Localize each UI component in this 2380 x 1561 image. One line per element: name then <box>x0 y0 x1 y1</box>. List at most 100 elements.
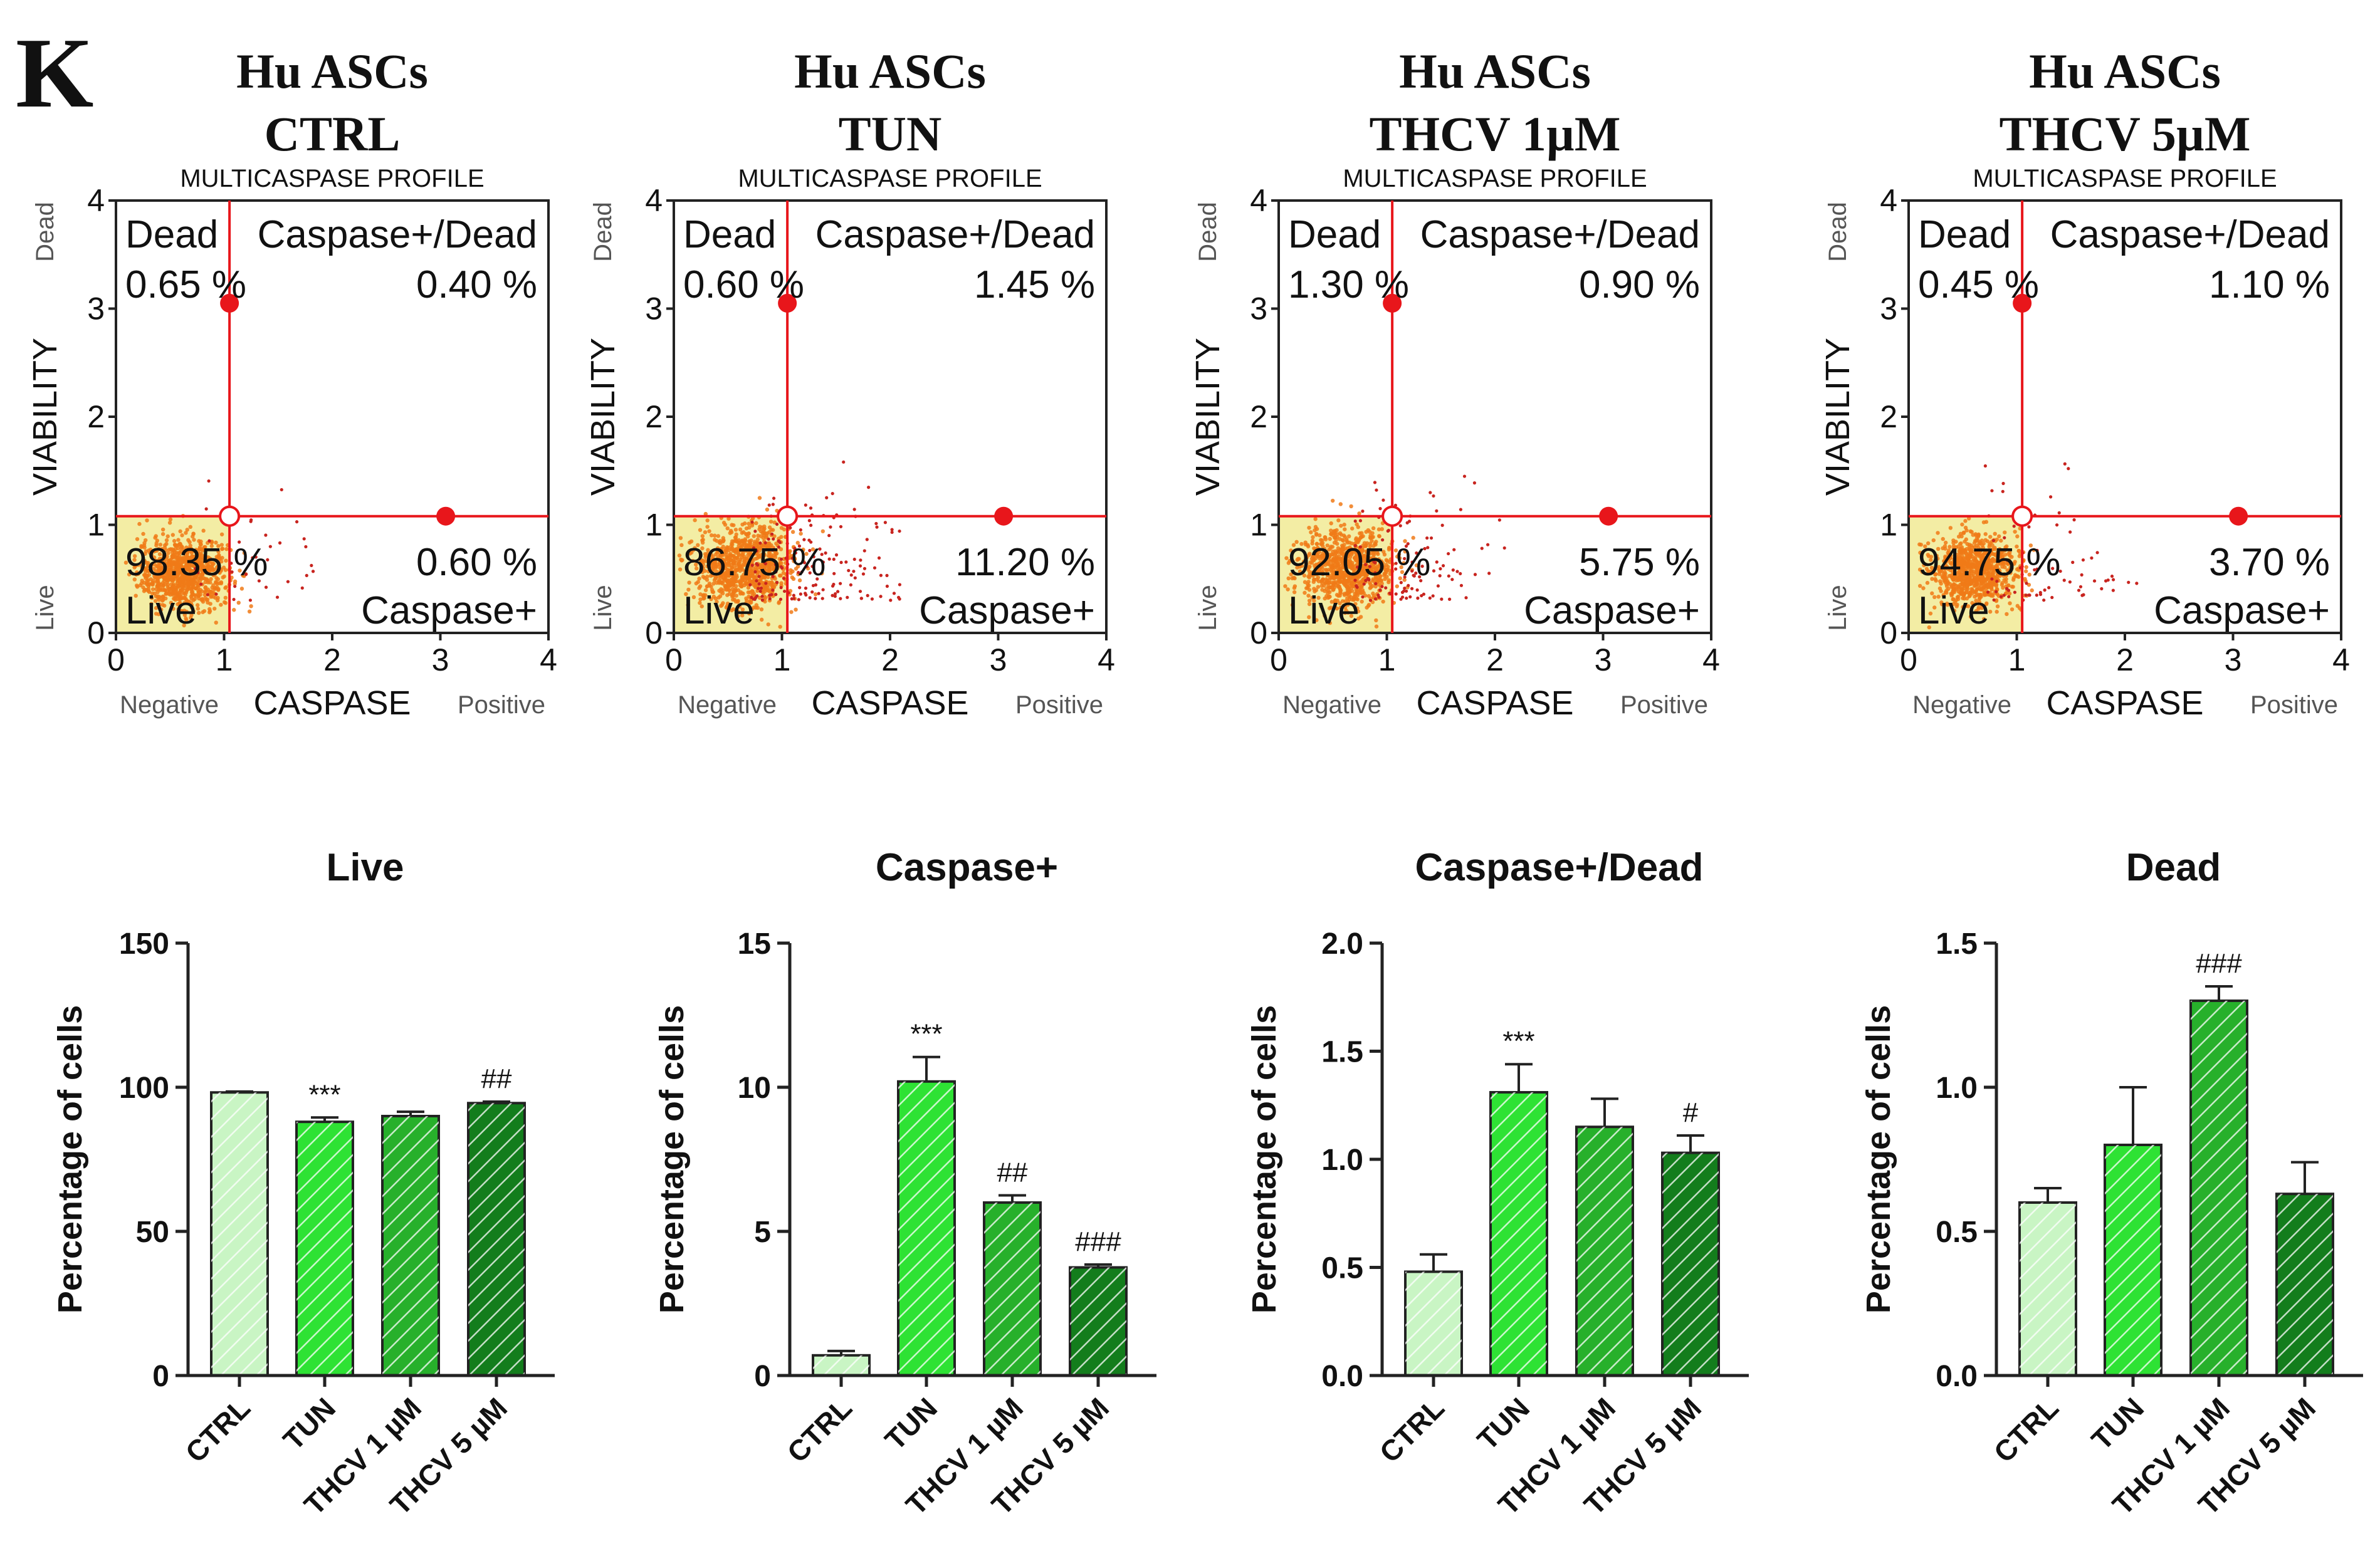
scatter-event <box>852 557 856 561</box>
cell-event <box>794 607 798 612</box>
cell-event <box>1411 536 1415 540</box>
cell-event <box>203 554 208 558</box>
scatter-event <box>268 545 272 548</box>
significance-label: *** <box>308 1079 340 1110</box>
quadrant-live-label: Live <box>1288 589 1360 632</box>
y-tick-label: 2 <box>1250 399 1267 434</box>
cell-event <box>1357 511 1361 516</box>
bar-hatch <box>1491 1092 1547 1376</box>
cell-event <box>1374 624 1379 629</box>
scatter-event <box>772 496 776 500</box>
bar-hatch <box>1405 1271 1462 1376</box>
cell-event <box>189 570 194 575</box>
quadrant-dead-value: 0.45 % <box>1918 263 2039 306</box>
y-tick-label: 0 <box>1880 615 1897 650</box>
y-tick-label: 4 <box>645 183 663 218</box>
cell-event <box>204 577 209 582</box>
gate-handle-right <box>436 506 456 526</box>
quadrant-caspase-value: 11.20 % <box>955 541 1095 584</box>
x-tick-label: 1 <box>1378 642 1396 677</box>
cell-event <box>1283 584 1287 588</box>
cell-event <box>705 525 710 529</box>
scatter-event <box>2057 511 2061 514</box>
scatter-event <box>1435 560 1439 564</box>
cell-event <box>1983 532 1988 536</box>
quadrant-live-value: 86.75 % <box>683 541 826 584</box>
cell-event <box>199 560 204 565</box>
scatter-event <box>2111 588 2115 592</box>
scatter-event <box>1999 595 2003 598</box>
plot-title-line1: Hu ASCs <box>236 44 428 98</box>
cell-event <box>1311 535 1315 540</box>
bar-hatch <box>898 1081 955 1376</box>
y-tick-label: 1 <box>1250 508 1267 543</box>
chart-title: Caspase+/Dead <box>1415 846 1703 889</box>
cell-event <box>177 553 182 558</box>
y-tick-label: 15 <box>738 927 771 961</box>
scatter-event <box>858 564 862 568</box>
cell-event <box>219 532 224 536</box>
scatter-event <box>2067 467 2070 471</box>
scatter-event <box>2077 588 2081 592</box>
cell-event <box>207 610 212 615</box>
cell-event <box>191 558 196 563</box>
scatter-event <box>1378 507 1382 511</box>
scatter-event <box>2003 536 2006 540</box>
cell-event <box>754 521 758 526</box>
quadrant-live-value: 94.75 % <box>1918 541 2061 584</box>
cell-event <box>790 530 795 535</box>
cell-event <box>145 582 149 587</box>
cell-event <box>214 565 219 570</box>
scatter-event <box>870 597 874 601</box>
scatter-event <box>2071 560 2075 564</box>
y-tick-label: 5 <box>754 1216 771 1249</box>
cell-event <box>154 534 158 538</box>
cell-event <box>1309 530 1313 535</box>
cell-event <box>165 583 170 587</box>
cell-event <box>1358 535 1363 540</box>
cell-event <box>747 521 751 526</box>
cell-event <box>142 566 146 572</box>
scatter-event <box>295 520 299 524</box>
cell-event <box>159 560 163 565</box>
scatter-event <box>832 582 836 587</box>
scatter-event <box>770 593 773 597</box>
cell-event <box>194 550 198 555</box>
cell-event <box>173 543 177 547</box>
cell-event <box>1333 529 1338 533</box>
scatter-event <box>789 526 792 530</box>
significance-label: # <box>1683 1097 1699 1128</box>
scatter-event <box>2047 586 2051 590</box>
cell-event <box>209 593 214 598</box>
x-axis-negative-label: Negative <box>1282 691 1381 719</box>
scatter-event <box>2068 580 2072 584</box>
cell-event <box>1355 522 1359 526</box>
scatter-event <box>849 583 852 587</box>
cell-event <box>191 554 195 559</box>
cell-event <box>154 612 159 616</box>
scatter-event <box>1502 546 1506 550</box>
cell-event <box>1313 517 1318 521</box>
cell-event <box>132 558 137 562</box>
cell-event <box>150 587 155 592</box>
cell-event <box>197 610 201 615</box>
y-tick-label: 2 <box>645 399 663 434</box>
scatter-event <box>898 597 901 601</box>
y-tick-label: 0.0 <box>1936 1360 1978 1393</box>
cell-event <box>152 566 156 571</box>
y-axis-dead-label: Dead <box>31 202 59 262</box>
scatter-event <box>1407 519 1412 523</box>
scatter-event <box>859 558 862 562</box>
scatter-event <box>1459 572 1462 576</box>
y-axis-live-label: Live <box>1194 585 1222 630</box>
scatter-event <box>1435 509 1439 513</box>
x-axis-label: CASPASE <box>253 684 411 722</box>
cell-event <box>168 559 172 563</box>
chart-title: Live <box>326 846 404 889</box>
scatter-event <box>311 570 315 573</box>
y-axis-label: Percentage of cells <box>653 1005 691 1313</box>
cell-event <box>156 574 160 578</box>
cell-event <box>206 600 210 605</box>
cell-event <box>160 527 165 532</box>
cell-event <box>1917 583 1922 588</box>
